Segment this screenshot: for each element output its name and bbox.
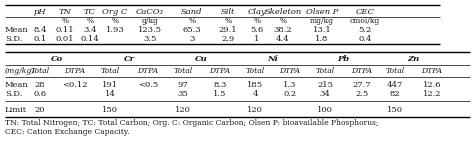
- Text: 0.01: 0.01: [56, 35, 74, 43]
- Text: Ni: Ni: [267, 55, 278, 63]
- Text: Zn: Zn: [407, 55, 419, 63]
- Text: DTPA: DTPA: [351, 67, 373, 75]
- Text: S.D.: S.D.: [5, 90, 22, 98]
- Text: 1.93: 1.93: [106, 26, 124, 34]
- Text: CEC: Cation Exchange Capacity.: CEC: Cation Exchange Capacity.: [5, 128, 129, 136]
- Text: 150: 150: [102, 106, 118, 114]
- Text: TN: Total Nitrogen; TC: Total Carbon; Org. C: Organic Carbon; Olsen P: bioavaila: TN: Total Nitrogen; TC: Total Carbon; Or…: [5, 119, 379, 127]
- Text: 5.6: 5.6: [250, 26, 264, 34]
- Text: 1.5: 1.5: [213, 90, 227, 98]
- Text: 3: 3: [189, 35, 195, 43]
- Text: TN: TN: [58, 8, 72, 16]
- Text: Total: Total: [315, 67, 335, 75]
- Text: Total: Total: [246, 67, 264, 75]
- Text: cmol/kg: cmol/kg: [350, 17, 380, 25]
- Text: Silt: Silt: [221, 8, 235, 16]
- Text: Total: Total: [173, 67, 192, 75]
- Text: 97: 97: [178, 81, 188, 89]
- Text: 1.3: 1.3: [283, 81, 297, 89]
- Text: CEC: CEC: [356, 8, 374, 16]
- Text: 191: 191: [102, 81, 118, 89]
- Text: (mg/kg): (mg/kg): [5, 67, 35, 75]
- Text: 0.6: 0.6: [34, 90, 46, 98]
- Text: 65.3: 65.3: [182, 26, 201, 34]
- Text: Clay: Clay: [247, 8, 266, 16]
- Text: 2.9: 2.9: [221, 35, 235, 43]
- Text: TC: TC: [84, 8, 96, 16]
- Text: Co: Co: [51, 55, 64, 63]
- Text: 20: 20: [35, 106, 45, 114]
- Text: 27.7: 27.7: [353, 81, 371, 89]
- Text: %: %: [224, 17, 232, 25]
- Text: 8.4: 8.4: [33, 26, 47, 34]
- Text: 8.3: 8.3: [213, 81, 227, 89]
- Text: Sand: Sand: [181, 8, 203, 16]
- Text: 215: 215: [317, 81, 333, 89]
- Text: DTPA: DTPA: [64, 67, 86, 75]
- Text: %: %: [254, 17, 261, 25]
- Text: Pb: Pb: [337, 55, 349, 63]
- Text: 29.1: 29.1: [219, 26, 237, 34]
- Text: CaCO₃: CaCO₃: [136, 8, 164, 16]
- Text: 0.2: 0.2: [283, 90, 297, 98]
- Text: DTPA: DTPA: [280, 67, 301, 75]
- Text: 185: 185: [247, 81, 263, 89]
- Text: 0.1: 0.1: [33, 35, 46, 43]
- Text: 34: 34: [319, 90, 330, 98]
- Text: 4.4: 4.4: [276, 35, 290, 43]
- Text: DTPA: DTPA: [137, 67, 159, 75]
- Text: 35: 35: [178, 90, 188, 98]
- Text: g/kg: g/kg: [142, 17, 158, 25]
- Text: 100: 100: [317, 106, 333, 114]
- Text: Total: Total: [100, 67, 119, 75]
- Text: Total: Total: [30, 67, 50, 75]
- Text: 1: 1: [255, 35, 260, 43]
- Text: 3.4: 3.4: [83, 26, 97, 34]
- Text: DTPA: DTPA: [421, 67, 443, 75]
- Text: Mean: Mean: [5, 81, 29, 89]
- Text: %: %: [62, 17, 69, 25]
- Text: <0.12: <0.12: [62, 81, 88, 89]
- Text: 123.5: 123.5: [138, 26, 162, 34]
- Text: 5.2: 5.2: [358, 26, 372, 34]
- Text: %: %: [86, 17, 93, 25]
- Text: <0.5: <0.5: [138, 81, 158, 89]
- Text: 120: 120: [247, 106, 263, 114]
- Text: 447: 447: [387, 81, 403, 89]
- Text: 1.8: 1.8: [315, 35, 328, 43]
- Text: 3.5: 3.5: [143, 35, 157, 43]
- Text: 0.14: 0.14: [81, 35, 100, 43]
- Text: 150: 150: [387, 106, 403, 114]
- Text: 12.2: 12.2: [423, 90, 441, 98]
- Text: 82: 82: [390, 90, 401, 98]
- Text: 14: 14: [105, 90, 116, 98]
- Text: Skeleton: Skeleton: [264, 8, 301, 16]
- Text: 28: 28: [35, 81, 46, 89]
- Text: S.D.: S.D.: [5, 35, 22, 43]
- Text: 2.5: 2.5: [356, 90, 369, 98]
- Text: Mean: Mean: [5, 26, 29, 34]
- Text: Cr: Cr: [124, 55, 135, 63]
- Text: Limit: Limit: [5, 106, 27, 114]
- Text: pH: pH: [34, 8, 46, 16]
- Text: Olsen P: Olsen P: [306, 8, 338, 16]
- Text: 12.6: 12.6: [423, 81, 441, 89]
- Text: 4: 4: [252, 90, 258, 98]
- Text: %: %: [111, 17, 118, 25]
- Text: 120: 120: [175, 106, 191, 114]
- Text: DTPA: DTPA: [210, 67, 230, 75]
- Text: 0.4: 0.4: [358, 35, 372, 43]
- Text: 38.2: 38.2: [273, 26, 292, 34]
- Text: Total: Total: [385, 67, 405, 75]
- Text: 0.11: 0.11: [55, 26, 74, 34]
- Text: Org C: Org C: [102, 8, 128, 16]
- Text: Cu: Cu: [195, 55, 208, 63]
- Text: mg/kg: mg/kg: [310, 17, 334, 25]
- Text: 13.1: 13.1: [313, 26, 331, 34]
- Text: %: %: [189, 17, 196, 25]
- Text: %: %: [280, 17, 287, 25]
